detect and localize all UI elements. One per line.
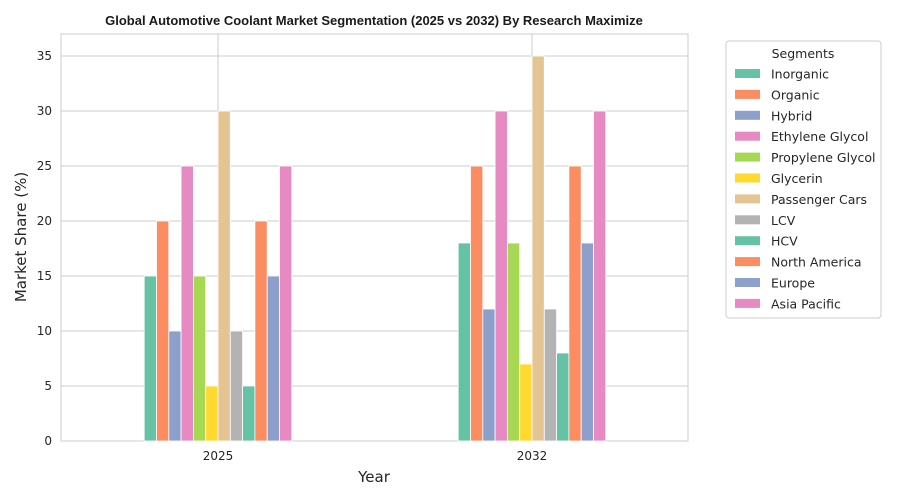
bar-glycerin-2032	[519, 363, 533, 442]
y-tick-label: 5	[44, 379, 52, 393]
legend-label: LCV	[771, 213, 796, 228]
y-axis-label: Market Share (%)	[12, 172, 30, 302]
bar-asia-pacific-2032	[593, 110, 607, 442]
bar-inorganic-2032	[457, 242, 471, 442]
bar-lcv-2025	[229, 330, 244, 442]
legend-label: Inorganic	[771, 67, 829, 82]
legend-swatch	[735, 89, 760, 99]
chart-title: Global Automotive Coolant Market Segment…	[105, 13, 643, 28]
bar-propylene-glycol-2032	[506, 242, 521, 442]
legend: Segments Inorganic Organic Hybrid Ethylene …	[725, 40, 882, 319]
legend-swatch	[735, 152, 760, 162]
legend-items: Inorganic Organic Hybrid Ethylene Glycol Pro…	[735, 67, 875, 311]
legend-label: Organic	[771, 87, 820, 102]
legend-swatch	[735, 236, 760, 246]
y-tick-label: 30	[37, 104, 52, 118]
bar-north-america-2032	[568, 165, 582, 442]
bar-passenger-cars-2032	[531, 55, 545, 442]
legend-label: Passenger Cars	[771, 192, 867, 207]
y-tick-label: 15	[37, 269, 52, 283]
y-tick-label: 20	[37, 214, 52, 228]
bar-north-america-2025	[254, 220, 268, 442]
bar-europe-2032	[580, 242, 594, 442]
bar-hybrid-2032	[482, 308, 496, 442]
legend-label: Hybrid	[771, 108, 812, 123]
x-tick-label: 2032	[517, 449, 548, 463]
bar-asia-pacific-2025	[279, 165, 293, 442]
bar-hcv-2032	[556, 352, 570, 442]
legend-label: HCV	[771, 234, 798, 249]
y-tick-label: 0	[44, 434, 52, 448]
legend-swatch	[735, 131, 760, 141]
bar-hybrid-2025	[168, 330, 182, 442]
bar-passenger-cars-2025	[217, 110, 231, 442]
bar-europe-2025	[266, 275, 280, 442]
x-tick-label: 2025	[203, 449, 234, 463]
y-tick-label: 10	[37, 324, 52, 338]
legend-label: North America	[771, 255, 862, 270]
legend-swatch	[735, 194, 760, 204]
y-axis-ticks: 0 5 10 15 20 25 30 35	[37, 49, 52, 448]
legend-label: Propylene Glycol	[771, 150, 875, 165]
y-tick-label: 35	[37, 49, 52, 63]
y-tick-label: 25	[37, 159, 52, 173]
x-axis-ticks: 2025 2032	[203, 449, 548, 463]
legend-label: Glycerin	[771, 171, 823, 186]
bar-glycerin-2025	[205, 385, 219, 442]
bar-hcv-2025	[242, 385, 256, 442]
legend-swatch	[735, 69, 760, 78]
bar-lcv-2032	[543, 308, 557, 442]
legend-frame	[725, 40, 882, 319]
legend-swatch	[735, 110, 760, 120]
legend-title: Segments	[772, 46, 835, 61]
legend-label: Ethylene Glycol	[771, 129, 868, 144]
bar-organic-2032	[470, 165, 484, 442]
bar-inorganic-2025	[143, 275, 157, 442]
bar-propylene-glycol-2025	[192, 275, 207, 442]
legend-swatch	[735, 173, 760, 183]
legend-swatch	[735, 278, 760, 287]
x-axis-label: Year	[357, 468, 391, 486]
bar-ethylene-glycol-2032	[494, 110, 508, 442]
bars	[143, 55, 607, 442]
bar-organic-2025	[156, 220, 170, 442]
legend-label: Asia Pacific	[771, 296, 841, 311]
legend-swatch	[735, 215, 760, 225]
legend-swatch	[735, 257, 760, 267]
legend-label: Europe	[771, 276, 815, 291]
bar-ethylene-glycol-2025	[180, 165, 194, 442]
legend-swatch	[735, 298, 760, 308]
